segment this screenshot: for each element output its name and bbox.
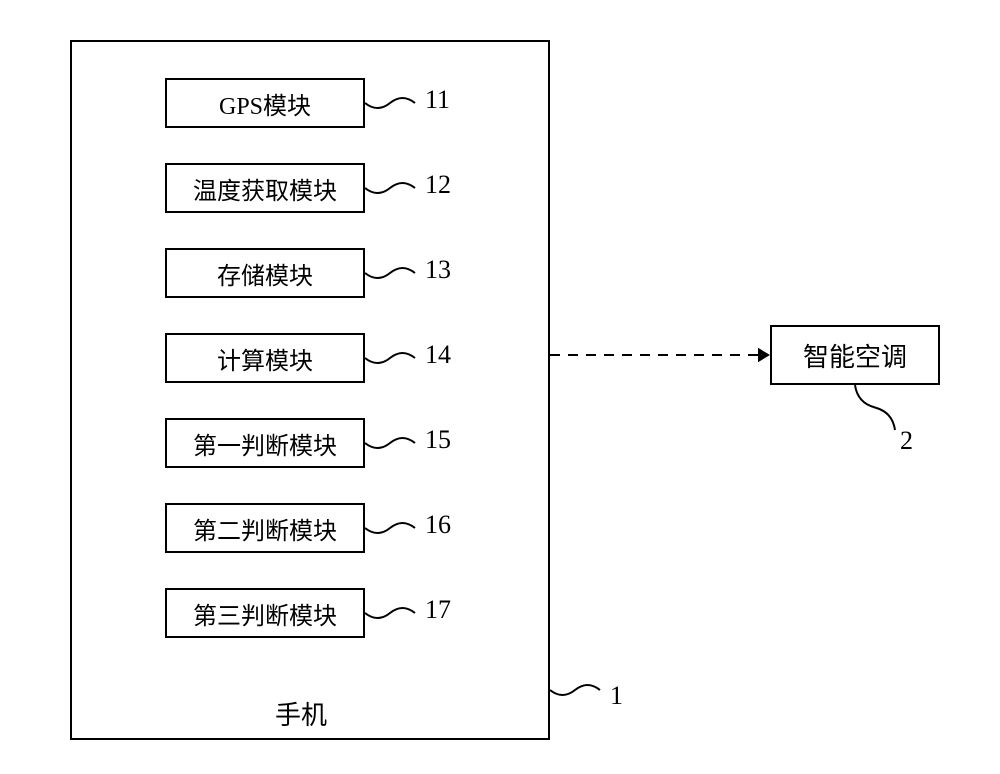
ac-label: 智能空调 — [803, 337, 907, 374]
module-label: 计算模块 — [217, 341, 313, 376]
ac-number: 2 — [900, 426, 913, 456]
dashed-arrow — [548, 341, 784, 369]
squiggle-12 — [360, 173, 420, 203]
squiggle-phone — [545, 675, 605, 705]
module-box-calc: 计算模块 — [165, 333, 365, 383]
module-label: 第一判断模块 — [193, 426, 337, 461]
module-number-15: 15 — [425, 425, 451, 455]
module-box-storage: 存储模块 — [165, 248, 365, 298]
squiggle-ac — [850, 370, 900, 445]
module-number-17: 17 — [425, 595, 451, 625]
module-number-14: 14 — [425, 340, 451, 370]
module-number-11: 11 — [425, 85, 450, 115]
module-box-judge3: 第三判断模块 — [165, 588, 365, 638]
module-label: 第二判断模块 — [193, 511, 337, 546]
phone-label: 手机 — [275, 695, 327, 732]
module-number-13: 13 — [425, 255, 451, 285]
module-label: 第三判断模块 — [193, 596, 337, 631]
module-label: GPS模块 — [219, 86, 311, 121]
squiggle-14 — [360, 343, 420, 373]
phone-number: 1 — [610, 681, 623, 711]
squiggle-11 — [360, 88, 420, 118]
module-box-gps: GPS模块 — [165, 78, 365, 128]
module-box-temp: 温度获取模块 — [165, 163, 365, 213]
module-box-judge2: 第二判断模块 — [165, 503, 365, 553]
module-number-12: 12 — [425, 170, 451, 200]
squiggle-15 — [360, 428, 420, 458]
module-box-judge1: 第一判断模块 — [165, 418, 365, 468]
squiggle-13 — [360, 258, 420, 288]
squiggle-16 — [360, 513, 420, 543]
module-label: 温度获取模块 — [193, 171, 337, 206]
squiggle-17 — [360, 598, 420, 628]
module-number-16: 16 — [425, 510, 451, 540]
diagram-canvas: GPS模块 温度获取模块 存储模块 计算模块 第一判断模块 第二判断模块 第三判… — [0, 0, 1000, 774]
module-label: 存储模块 — [217, 256, 313, 291]
